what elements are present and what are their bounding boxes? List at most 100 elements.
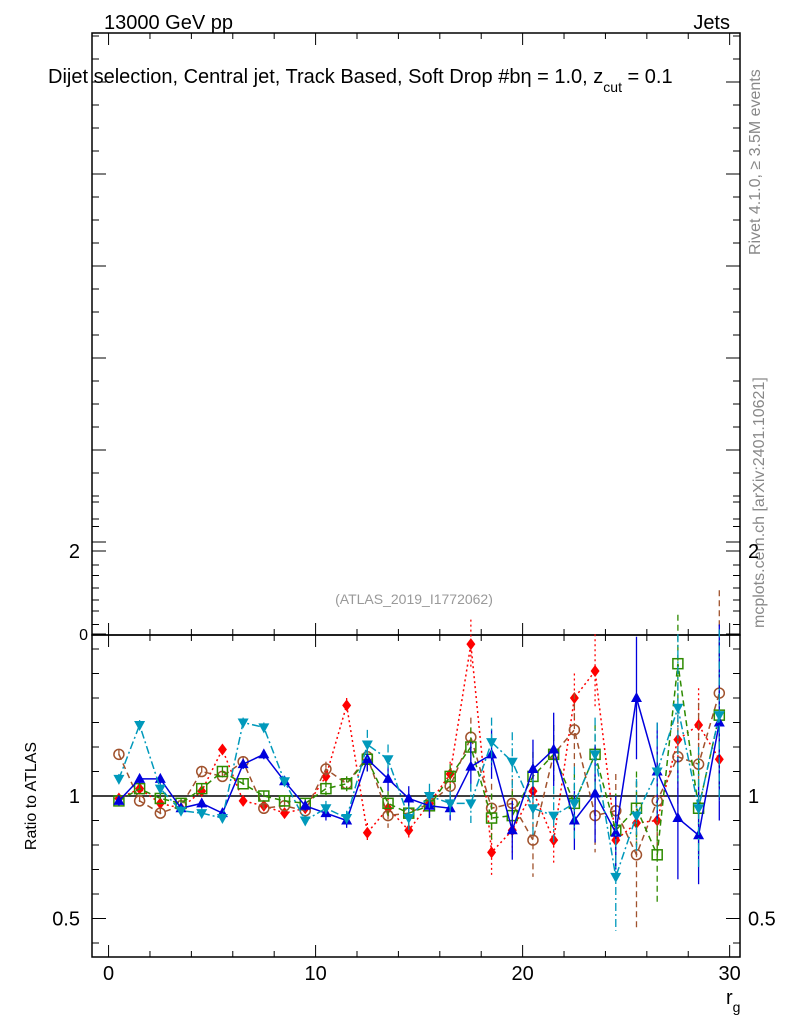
data-point-square	[195, 782, 208, 795]
data-point-square	[651, 849, 663, 861]
data-point-triangle-up	[465, 760, 477, 771]
series-blue-triangle-up	[113, 624, 725, 885]
ratio-panel-series	[113, 590, 726, 931]
y-tick-label-left: 2	[69, 541, 80, 563]
energy-label: 13000 GeV pp	[104, 12, 233, 34]
x-tick-label: 10	[304, 963, 326, 985]
data-point-triangle-down	[341, 814, 353, 825]
data-point-triangle-down	[361, 740, 373, 751]
data-point-triangle-down	[713, 711, 725, 722]
data-point-triangle-up	[548, 743, 560, 754]
data-point-triangle-down	[299, 816, 311, 827]
data-point-circle	[568, 724, 581, 736]
data-point-triangle-up	[672, 812, 684, 823]
data-point-triangle-down	[113, 774, 125, 785]
data-point-triangle-up	[299, 799, 311, 810]
data-point-triangle-down	[134, 720, 146, 731]
data-point-triangle-up	[113, 794, 125, 805]
data-point-circle	[382, 809, 394, 822]
data-point-triangle-down	[589, 750, 601, 761]
data-point-triangle-down	[651, 767, 663, 778]
category-label: Jets	[693, 12, 730, 34]
data-point-triangle-down	[423, 792, 435, 802]
y-axis-label: Ratio to ATLAS	[23, 742, 40, 850]
x-tick-label: 30	[719, 963, 741, 985]
title-text: Dijet selection, Central jet, Track Base…	[48, 66, 520, 88]
data-point-triangle-down	[216, 814, 228, 825]
top-panel-frame	[91, 32, 741, 636]
x-axis-label: rg	[726, 987, 740, 1015]
data-point-square	[485, 812, 498, 824]
data-point-triangle-down	[486, 738, 498, 749]
data-point-circle	[113, 748, 125, 761]
x-tick-label: 0	[103, 963, 114, 985]
data-point-triangle-down	[196, 809, 208, 820]
data-point-triangle-up	[134, 772, 146, 783]
data-point-triangle-down	[693, 804, 705, 815]
data-point-triangle-down	[548, 811, 560, 822]
y-tick-label-right: 1	[748, 786, 759, 808]
data-point-triangle-up	[610, 826, 622, 837]
data-point-square	[237, 778, 249, 790]
rivet-label: Rivet 4.1.0, ≥ 3.5M events	[747, 69, 764, 255]
series-brown-circle	[113, 590, 726, 929]
data-point-triangle-up	[630, 692, 642, 702]
ratio-panel-axes: 0 10 20 30 0.5 0.5 1 1 2 2	[52, 501, 776, 985]
data-point-triangle-down	[279, 777, 291, 788]
series-line	[118, 704, 721, 878]
data-point-circle	[133, 795, 146, 807]
data-point-circle	[258, 802, 270, 814]
title-beta: η = 1.0, z	[520, 66, 603, 88]
data-point-triangle-down	[527, 804, 539, 815]
y-tick-label-left: 0.5	[52, 909, 80, 931]
data-point-circle	[320, 763, 332, 775]
x-axis-label-main: r	[726, 987, 733, 1009]
top-zero-tick-label: 0	[79, 627, 88, 644]
data-point-triangle-down	[382, 755, 394, 766]
series-line	[118, 692, 721, 857]
data-point-circle	[154, 807, 167, 819]
series-line	[118, 643, 720, 855]
mcplots-label: mcplots.cern.ch [arXiv:2401.10621]	[751, 377, 768, 628]
data-point-square	[340, 778, 353, 790]
data-point-triangle-down	[175, 806, 187, 817]
series-red-diamond	[114, 619, 724, 877]
analysis-id: (ATLAS_2019_I1772062)	[335, 591, 493, 607]
data-point-square	[382, 797, 394, 810]
data-point-diamond	[466, 638, 476, 651]
data-point-triangle-up	[237, 758, 249, 769]
data-point-triangle-up	[196, 797, 208, 808]
title-zcut-val: = 0.1	[622, 66, 673, 88]
data-point-triangle-down	[320, 804, 332, 815]
y-tick-label-left: 1	[69, 786, 80, 808]
data-point-triangle-up	[589, 787, 601, 798]
data-point-triangle-down	[465, 799, 477, 810]
data-point-circle	[195, 765, 208, 778]
data-point-triangle-down	[237, 718, 249, 729]
data-point-triangle-down	[258, 723, 270, 734]
y-tick-label-right: 0.5	[748, 909, 776, 931]
series-line	[118, 663, 721, 858]
top-panel-ticks	[92, 33, 740, 635]
data-point-triangle-down	[444, 799, 456, 810]
data-point-triangle-up	[382, 772, 394, 783]
series-cyan-triangle-down	[113, 629, 725, 931]
data-point-triangle-down	[568, 799, 580, 810]
data-point-diamond	[217, 743, 227, 756]
data-point-triangle-down	[403, 814, 415, 825]
data-point-square	[216, 765, 229, 778]
data-point-diamond	[590, 665, 600, 678]
data-point-triangle-up	[527, 763, 539, 774]
series-green-square	[113, 614, 726, 904]
data-point-triangle-down	[610, 872, 622, 883]
data-point-diamond	[342, 699, 352, 712]
data-point-triangle-up	[403, 792, 415, 803]
data-point-diamond	[238, 794, 248, 807]
data-point-diamond	[404, 824, 414, 837]
data-point-diamond	[487, 846, 497, 859]
data-point-triangle-down	[630, 811, 642, 822]
data-point-square	[278, 795, 291, 807]
data-point-triangle-up	[506, 824, 518, 835]
title-zcut-sub: cut	[603, 79, 622, 95]
